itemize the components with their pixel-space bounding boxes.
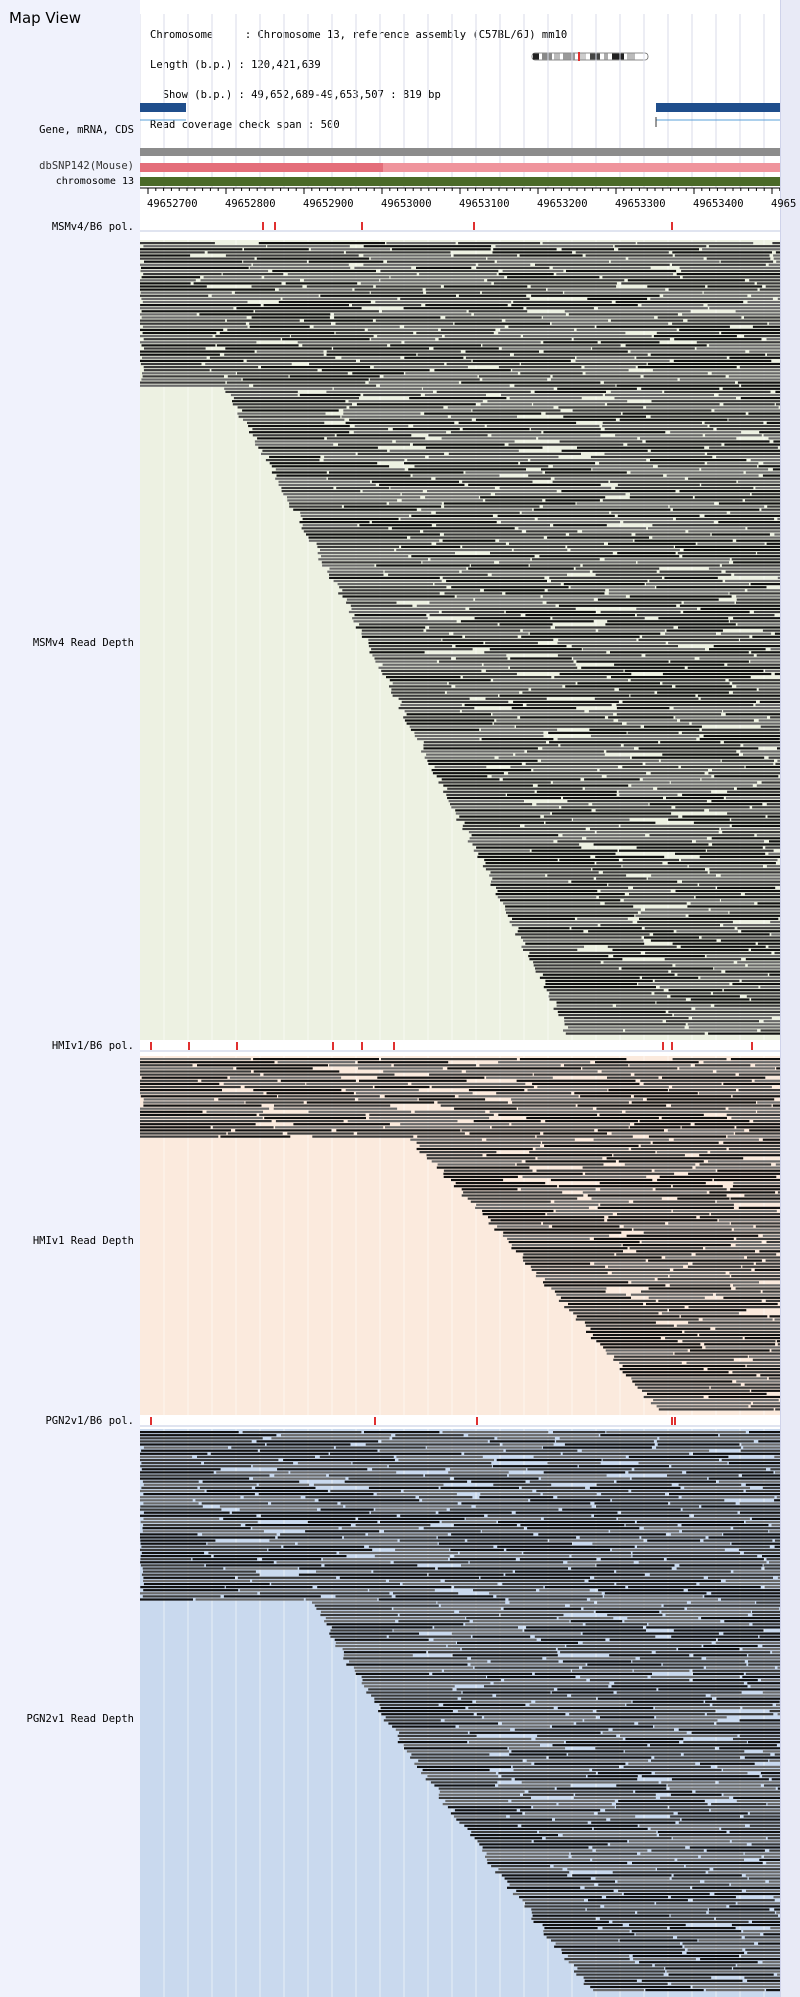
info-show-range: Show (b.p.) : 49,652,689-49,653,507 : 81…: [150, 89, 441, 101]
hmiv1-pol-mark-5: [393, 1042, 395, 1050]
hmiv1-depth-label: HMIv1 Read Depth: [32, 1235, 134, 1247]
msmv4-pol-mark-3: [473, 222, 475, 230]
msmv4-pol-mark-0: [262, 222, 264, 230]
msmv4-pol-mark-1: [274, 222, 276, 230]
hmiv1-pol-mark-6: [662, 1042, 664, 1050]
hmiv1-aligned-reads: [140, 1058, 780, 1411]
ruler-tick-2: 49652900: [303, 198, 354, 210]
msmv4-pol-mark-4: [671, 222, 673, 230]
ruler-tick-7: 49653400: [693, 198, 744, 210]
gene-track-label: Gene, mRNA, CDS: [39, 124, 134, 136]
msmv4-read-depth-panel[interactable]: [140, 220, 780, 1042]
ruler-tick-3: 49653000: [381, 198, 432, 210]
page-title: Map View: [9, 9, 82, 27]
pgn2v1-pol-mark-4: [674, 1417, 676, 1425]
hmiv1-reads-canvas: [140, 1040, 780, 1417]
ruler-track: [140, 14, 780, 194]
ruler-tick-8: 4965: [771, 198, 797, 210]
ruler-tick-0: 49652700: [147, 198, 198, 210]
msmv4-aligned-reads: [140, 242, 780, 1035]
assembly-info: Chromosome : Chromosome 13, reference as…: [150, 10, 567, 140]
info-chromosome: Chromosome : Chromosome 13, reference as…: [150, 29, 568, 41]
ruler-tick-4: 49653100: [459, 198, 510, 210]
ruler-tick-6: 49653300: [615, 198, 666, 210]
hmiv1-read-depth-panel[interactable]: [140, 1040, 780, 1417]
pgn2v1-read-depth-panel[interactable]: [140, 1415, 780, 1997]
ruler-tick-5: 49653200: [537, 198, 588, 210]
hmiv1-pol-mark-0: [150, 1042, 152, 1050]
ideogram-position-marker: [578, 52, 580, 61]
left-label-column: [0, 0, 140, 1997]
pgn2v1-pol-mark-2: [476, 1417, 478, 1425]
info-length: Length (b.p.) : 120,421,639: [150, 59, 321, 71]
hmiv1-pol-mark-7: [671, 1042, 673, 1050]
right-scroll-strip[interactable]: [780, 0, 800, 1997]
pgn2v1-reads-canvas: [140, 1415, 780, 1997]
hmiv1-pol-mark-3: [332, 1042, 334, 1050]
hmiv1-pol-label: HMIv1/B6 pol.: [51, 1040, 134, 1052]
msmv4-pol-mark-2: [361, 222, 363, 230]
hmiv1-pol-mark-4: [361, 1042, 363, 1050]
msmv4-depth-label: MSMv4 Read Depth: [32, 637, 134, 649]
hmiv1-pol-mark-2: [236, 1042, 238, 1050]
pgn2v1-aligned-reads: [140, 1431, 780, 1992]
pgn2v1-pol-mark-1: [374, 1417, 376, 1425]
ruler-tick-1: 49652800: [225, 198, 276, 210]
pgn2v1-pol-label: PGN2v1/B6 pol.: [45, 1415, 134, 1427]
chromosome-track-label: chromosome 13: [55, 176, 134, 187]
msmv4-pol-label: MSMv4/B6 pol.: [51, 221, 134, 233]
pgn2v1-pol-mark-3: [671, 1417, 673, 1425]
info-coverage-span: Read coverage check span : 500: [150, 119, 340, 131]
hmiv1-pol-mark-8: [751, 1042, 753, 1050]
chromosome-ideogram[interactable]: [530, 52, 652, 61]
pgn2v1-depth-label: PGN2v1 Read Depth: [26, 1713, 134, 1725]
snp-track-label: dbSNP142(Mouse): [39, 160, 134, 172]
msmv4-reads-canvas: [140, 220, 780, 1042]
hmiv1-pol-mark-1: [188, 1042, 190, 1050]
pgn2v1-pol-mark-0: [150, 1417, 152, 1425]
